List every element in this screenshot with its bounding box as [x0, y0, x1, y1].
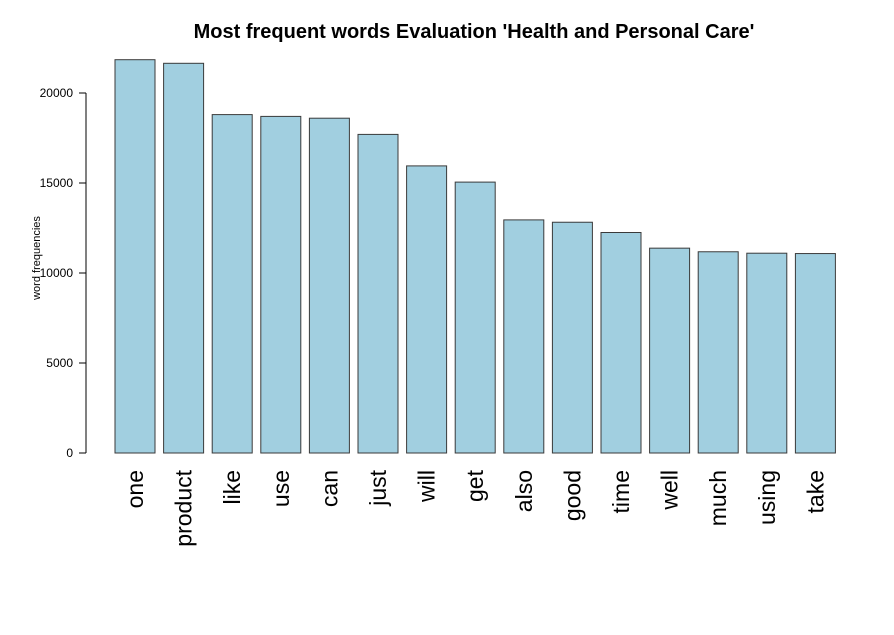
x-tick-label-product: product [171, 469, 197, 546]
x-tick-label-like: like [219, 470, 245, 505]
x-tick-label-much: much [705, 470, 731, 526]
bar-also [503, 219, 545, 454]
bar-use [260, 115, 302, 454]
y-axis: 0 5000 10000 15000 20000 [40, 86, 87, 460]
x-tick-label-good: good [559, 470, 585, 521]
bar-one [114, 59, 156, 454]
bar-using [746, 252, 788, 454]
y-tick-label: 15000 [40, 176, 74, 190]
bar-just [357, 133, 399, 454]
x-tick-label-using: using [754, 470, 780, 525]
x-tick-label-just: just [365, 469, 391, 506]
bar-well [649, 247, 691, 454]
y-axis-label: word frequencies [31, 216, 43, 301]
x-tick-labels: one product like use can just will get also good t… [122, 469, 828, 546]
y-tick-label: 10000 [40, 266, 74, 280]
bar-can [308, 117, 350, 454]
y-tick-label: 20000 [40, 86, 74, 100]
x-tick-label-well: well [657, 470, 683, 511]
y-tick-label: 0 [66, 446, 73, 460]
bar-take [794, 253, 836, 454]
bar-like [211, 114, 253, 454]
bars-group [114, 59, 836, 454]
x-tick-label-time: time [608, 470, 634, 513]
x-tick-label-use: use [268, 470, 294, 507]
bar-time [600, 232, 642, 454]
chart-title: Most frequent words Evaluation 'Health a… [194, 21, 755, 43]
bar-good [551, 221, 593, 454]
bar-much [697, 251, 739, 454]
y-tick-label: 5000 [46, 356, 73, 370]
x-tick-label-one: one [122, 470, 148, 508]
x-tick-label-can: can [316, 470, 342, 507]
x-tick-label-will: will [414, 470, 440, 503]
bar-will [406, 165, 448, 454]
x-tick-label-also: also [511, 470, 537, 512]
x-tick-label-take: take [802, 470, 828, 513]
bar-get [454, 181, 496, 454]
x-tick-label-get: get [462, 469, 488, 502]
bar-product [163, 62, 205, 454]
